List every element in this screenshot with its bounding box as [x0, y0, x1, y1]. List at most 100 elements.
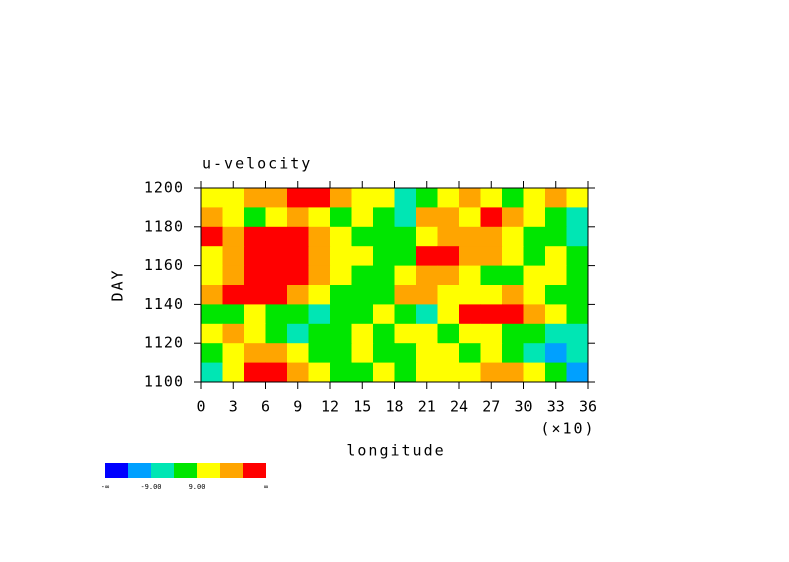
cell	[523, 226, 546, 247]
cell	[373, 323, 395, 344]
cell	[351, 362, 374, 383]
cell	[222, 265, 245, 286]
cell	[330, 188, 352, 208]
cell	[437, 304, 460, 325]
cell	[308, 362, 331, 383]
cell	[502, 188, 524, 208]
colorbar-box	[197, 463, 220, 478]
cell	[330, 207, 352, 228]
cell	[480, 343, 503, 364]
cell	[222, 343, 245, 364]
cell	[201, 226, 223, 247]
cell	[416, 265, 438, 286]
cell	[502, 362, 524, 383]
cell	[287, 188, 309, 208]
cell	[459, 362, 481, 383]
cell	[437, 343, 460, 364]
cell	[566, 285, 589, 305]
colorbar-box	[105, 463, 128, 478]
cell	[545, 226, 567, 247]
cell	[222, 188, 245, 208]
cell	[545, 246, 567, 267]
cell	[502, 304, 524, 325]
cell	[201, 207, 223, 228]
x-scale-note: (×10)	[540, 420, 595, 438]
cell	[244, 362, 266, 383]
cell	[523, 362, 546, 383]
cell	[437, 226, 460, 247]
colorbar-label: ∞	[264, 483, 268, 491]
cell	[201, 304, 223, 325]
cell	[394, 188, 417, 208]
cell	[201, 188, 223, 208]
x-tick-label: 15	[353, 398, 371, 416]
cell	[351, 226, 374, 247]
cell	[502, 246, 524, 267]
cell	[265, 323, 288, 344]
cell	[437, 285, 460, 305]
cell	[330, 265, 352, 286]
x-tick-label: 33	[547, 398, 565, 416]
cell	[459, 188, 481, 208]
cell	[459, 304, 481, 325]
cell	[287, 362, 309, 383]
cell	[459, 285, 481, 305]
cell	[394, 226, 417, 247]
cell	[566, 265, 589, 286]
colorbar-box	[243, 463, 266, 478]
y-tick-label: 1140	[144, 295, 184, 313]
cell	[523, 343, 546, 364]
cell	[373, 207, 395, 228]
cell	[308, 265, 331, 286]
x-tick-label: 0	[196, 398, 205, 416]
cell	[373, 285, 395, 305]
colorbar-label: -9.00	[140, 483, 161, 491]
y-tick-label: 1120	[144, 334, 184, 352]
cell	[308, 343, 331, 364]
cell	[502, 323, 524, 344]
cell	[480, 246, 503, 267]
cell	[244, 323, 266, 344]
cell	[502, 265, 524, 286]
cell	[308, 188, 331, 208]
cell	[416, 304, 438, 325]
cell	[287, 323, 309, 344]
cell	[222, 285, 245, 305]
x-tick-label: 9	[293, 398, 302, 416]
colorbar-label: -∞	[101, 483, 109, 491]
cell	[459, 207, 481, 228]
cell	[330, 304, 352, 325]
cell	[351, 265, 374, 286]
cell	[330, 226, 352, 247]
cell	[480, 362, 503, 383]
y-tick-label: 1100	[144, 373, 184, 391]
cell	[265, 362, 288, 383]
cell	[416, 285, 438, 305]
cell	[523, 207, 546, 228]
cell	[545, 265, 567, 286]
cell	[502, 285, 524, 305]
colorbar-box	[151, 463, 174, 478]
cell	[308, 246, 331, 267]
cell	[287, 343, 309, 364]
cell	[244, 343, 266, 364]
cell	[437, 323, 460, 344]
cell	[222, 207, 245, 228]
cell	[394, 285, 417, 305]
cell	[459, 343, 481, 364]
cell	[545, 285, 567, 305]
cell	[394, 343, 417, 364]
field	[201, 188, 589, 383]
cell	[287, 207, 309, 228]
cell	[416, 362, 438, 383]
cell	[351, 304, 374, 325]
cell	[373, 226, 395, 247]
cell	[566, 226, 589, 247]
cell	[244, 226, 266, 247]
cell	[265, 304, 288, 325]
cell	[480, 226, 503, 247]
cell	[330, 323, 352, 344]
y-tick-label: 1180	[144, 217, 184, 235]
cell	[287, 246, 309, 267]
